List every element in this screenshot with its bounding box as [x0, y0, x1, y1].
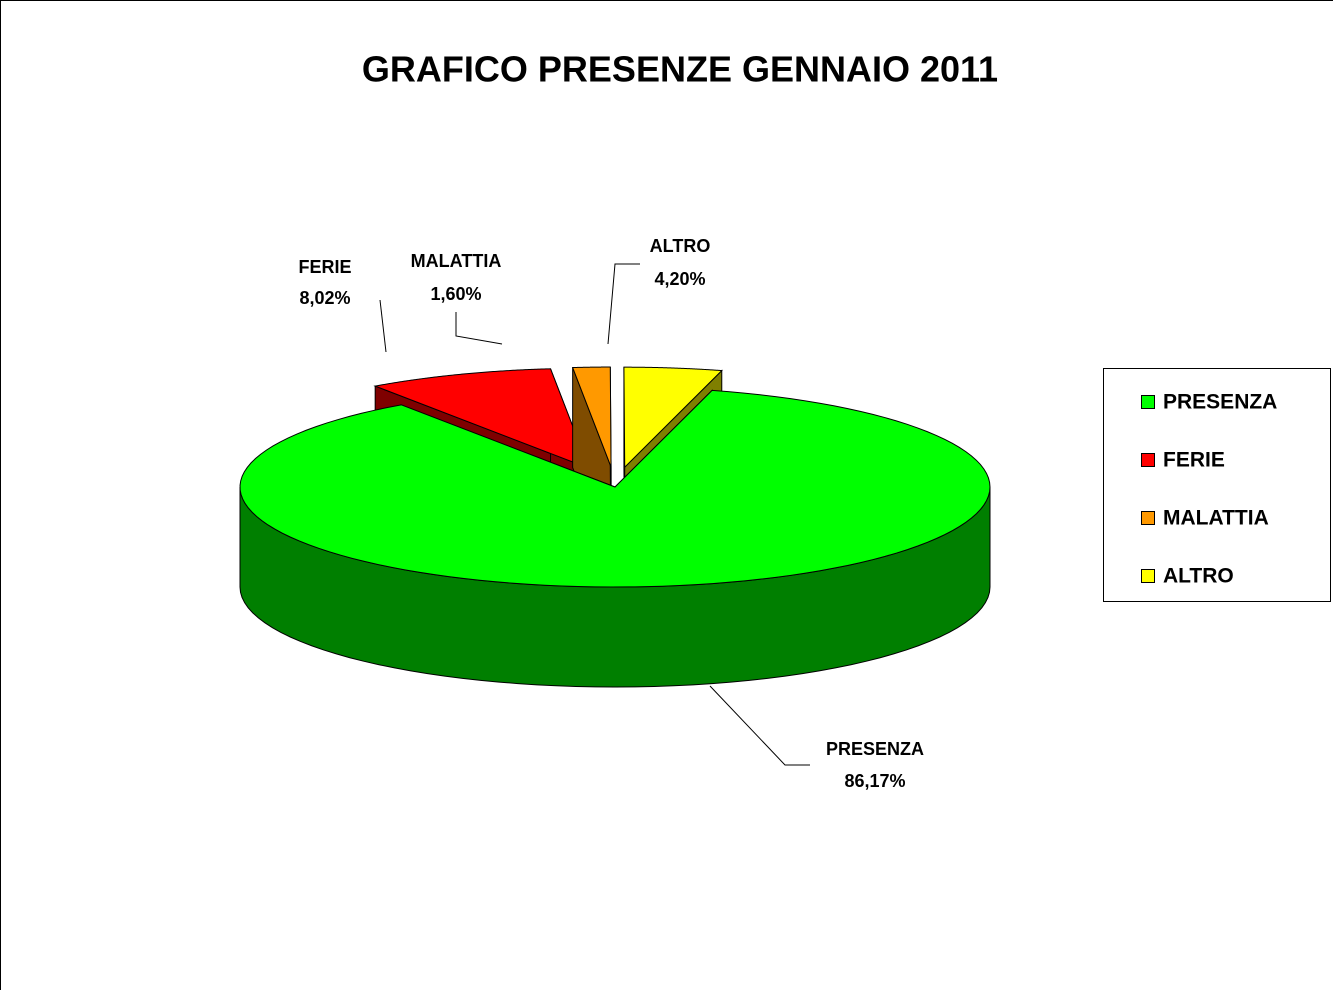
legend-swatch: [1141, 511, 1155, 525]
legend-label: ALTRO: [1163, 565, 1234, 588]
legend-label: PRESENZA: [1163, 391, 1277, 414]
slice-top: [373, 368, 590, 470]
pie-slice: [239, 389, 991, 688]
legend-label: MALATTIA: [1163, 507, 1269, 530]
legend-swatch: [1141, 453, 1155, 467]
slice-top: [239, 389, 991, 588]
data-label-name: ALTRO: [650, 236, 711, 256]
data-label: 8,02%: [299, 288, 350, 308]
legend-swatch: [1141, 569, 1155, 583]
data-label: 4,20%: [654, 269, 705, 289]
slice-top: [623, 366, 723, 469]
data-label-name: MALATTIA: [411, 251, 502, 271]
data-label: 1,60%: [430, 284, 481, 304]
data-label-name: FERIE: [298, 257, 351, 277]
legend-swatch: [1141, 395, 1155, 409]
chart-title: GRAFICO PRESENZE GENNAIO 2011: [362, 49, 998, 90]
leader-line: [607, 263, 640, 345]
leader-line: [455, 312, 503, 345]
slice-top: [571, 366, 612, 468]
leader-line: [379, 299, 387, 353]
legend-label: FERIE: [1163, 449, 1225, 472]
leader-line: [709, 685, 810, 766]
data-label-name: PRESENZA: [826, 739, 924, 759]
data-label: 86,17%: [844, 771, 905, 791]
